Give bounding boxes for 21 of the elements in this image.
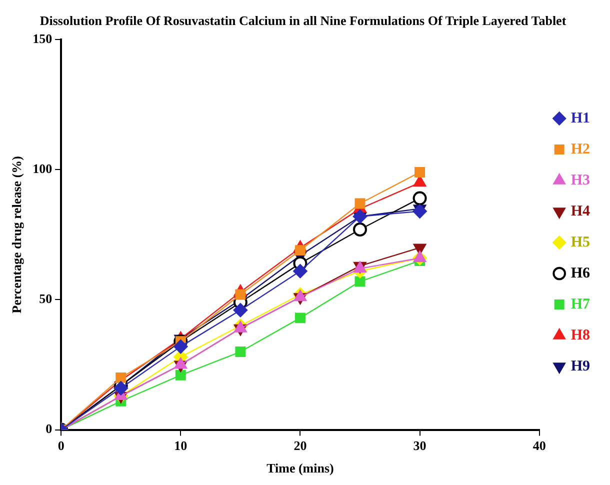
y-tick-label: 50: [39, 291, 52, 306]
x-tick-label: 20: [294, 438, 307, 453]
y-axis-title: Percentage drug release (%): [9, 156, 24, 314]
legend-label: H2: [570, 141, 590, 158]
legend-label: H8: [570, 327, 590, 344]
legend-label: H3: [570, 172, 590, 188]
legend-label: H6: [570, 265, 590, 282]
x-tick-label: 40: [532, 438, 546, 453]
y-tick-label: 150: [32, 30, 52, 46]
x-tick-label: 10: [174, 438, 188, 453]
x-tick-label: 30: [413, 438, 426, 453]
y-tick-label: 100: [32, 161, 52, 176]
x-tick-label: 0: [58, 438, 64, 453]
legend-label: H1: [570, 110, 590, 126]
x-axis-title: Time (mins): [266, 460, 334, 476]
legend-label: H5: [570, 234, 590, 250]
legend-label: H4: [570, 203, 590, 220]
y-tick-label: 0: [46, 421, 52, 436]
chart-title: Dissolution Profile Of Rosuvastatin Calcium in all Nine Formulations Of Triple Layered Tablet: [40, 13, 567, 28]
legend-label: H7: [570, 296, 590, 312]
legend-label: H9: [570, 358, 590, 374]
